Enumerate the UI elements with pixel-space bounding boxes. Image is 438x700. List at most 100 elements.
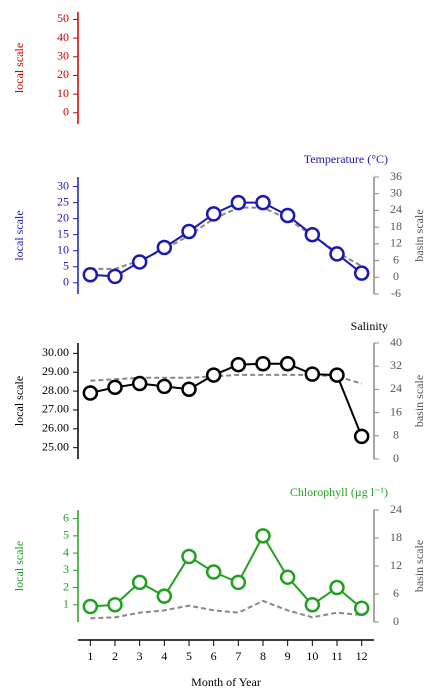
y-tick-label: 3 xyxy=(63,562,69,576)
data-point xyxy=(156,378,173,395)
data-point xyxy=(107,268,123,285)
y-tick-label: 27.00 xyxy=(42,402,69,416)
data-point xyxy=(181,223,197,240)
y2-tick-label: 24 xyxy=(390,502,402,516)
y2-tick-label: 6 xyxy=(393,586,399,600)
y2-tick-label: 16 xyxy=(390,404,402,418)
data-point xyxy=(82,598,99,615)
y-tick-label: 2 xyxy=(63,579,69,593)
series-line xyxy=(90,206,363,270)
x-tick-label: 12 xyxy=(356,649,368,663)
data-point xyxy=(181,548,197,565)
y-tick-label: 30 xyxy=(57,49,69,63)
y-tick-label: 5 xyxy=(63,259,69,273)
y-axis-label: local scale xyxy=(12,376,26,426)
x-tick-label: 4 xyxy=(161,649,167,663)
data-point xyxy=(230,194,247,211)
x-tick-label: 1 xyxy=(87,649,93,663)
x-tick-label: 10 xyxy=(306,649,318,663)
data-point xyxy=(353,600,370,616)
y-tick-label: 10 xyxy=(57,242,69,256)
series-line xyxy=(90,599,362,620)
y2-tick-label: 8 xyxy=(393,428,399,442)
y-tick-label: 6 xyxy=(63,510,69,524)
data-point xyxy=(279,355,296,372)
data-point xyxy=(205,367,222,383)
y2-tick-label: 24 xyxy=(390,202,402,216)
data-point xyxy=(353,265,370,281)
data-point xyxy=(131,574,148,591)
y2-tick-label: 40 xyxy=(390,335,402,349)
y-tick-label: 25 xyxy=(57,194,69,208)
y-tick-label: 50 xyxy=(57,11,69,25)
x-tick-label: 11 xyxy=(331,649,343,663)
y-tick-label: 28.00 xyxy=(42,383,69,397)
y-axis-label: local scale xyxy=(12,541,26,591)
y-axis-label: local scale xyxy=(12,210,26,260)
data-point xyxy=(304,366,321,382)
y-tick-label: 15 xyxy=(57,226,69,240)
data-point xyxy=(353,428,370,445)
y2-tick-label: 36 xyxy=(390,169,402,183)
y2-axis-label: basin scale xyxy=(412,209,426,261)
y-tick-label: 10 xyxy=(57,86,69,100)
x-tick-label: 5 xyxy=(186,649,192,663)
y2-tick-label: 12 xyxy=(390,558,402,572)
y-tick-label: 0 xyxy=(63,105,69,119)
y-axis-label: local scale xyxy=(12,43,26,93)
data-point xyxy=(107,379,123,396)
y-tick-label: 4 xyxy=(63,545,69,559)
data-point xyxy=(181,381,197,397)
data-point xyxy=(255,355,271,372)
data-point xyxy=(255,194,271,211)
data-point xyxy=(107,597,123,613)
y-tick-label: 20 xyxy=(57,67,69,81)
y-tick-label: 20 xyxy=(57,210,69,224)
y-tick-label: 29.00 xyxy=(42,364,69,378)
data-point xyxy=(82,385,99,401)
x-tick-label: 8 xyxy=(260,649,266,663)
series-line xyxy=(90,362,363,437)
data-point xyxy=(279,207,296,224)
y-tick-label: 1 xyxy=(63,597,69,611)
y-tick-label: 40 xyxy=(57,30,69,44)
data-point xyxy=(329,367,345,383)
data-point xyxy=(304,226,321,243)
data-point xyxy=(156,588,173,604)
data-point xyxy=(230,356,247,373)
y2-tick-label: 0 xyxy=(393,614,399,628)
data-point xyxy=(205,206,222,222)
data-point xyxy=(82,267,99,283)
data-point xyxy=(205,564,222,580)
x-tick-label: 6 xyxy=(211,649,217,663)
series-line xyxy=(90,201,363,278)
y2-tick-label: 6 xyxy=(393,252,399,266)
data-point xyxy=(131,375,148,392)
y-tick-label: 5 xyxy=(63,528,69,542)
y2-tick-label: 0 xyxy=(393,269,399,283)
data-point xyxy=(131,254,148,270)
y-tick-label: 26.00 xyxy=(42,421,69,435)
x-axis-label: Month of Year xyxy=(191,675,261,689)
panel-title: Salinity xyxy=(351,319,388,333)
data-point xyxy=(329,246,345,262)
y2-axis-label: basin scale xyxy=(412,540,426,592)
x-tick-label: 3 xyxy=(137,649,143,663)
y2-tick-label: 30 xyxy=(390,185,402,199)
y-tick-label: 30.00 xyxy=(42,345,69,359)
y2-tick-label: 24 xyxy=(390,381,402,395)
y2-tick-label: 18 xyxy=(390,219,402,233)
y2-tick-label: 12 xyxy=(390,236,402,250)
y-tick-label: 30 xyxy=(57,178,69,192)
x-tick-label: 7 xyxy=(235,649,241,663)
y-tick-label: 0 xyxy=(63,275,69,289)
y2-tick-label: 18 xyxy=(390,530,402,544)
data-point xyxy=(304,597,321,613)
y2-axis-label: basin scale xyxy=(412,375,426,427)
data-point xyxy=(279,569,296,585)
y2-tick-label: -6 xyxy=(391,286,401,300)
y-tick-label: 25.00 xyxy=(42,439,69,453)
data-point xyxy=(255,528,271,544)
y2-tick-label: 32 xyxy=(390,358,402,372)
